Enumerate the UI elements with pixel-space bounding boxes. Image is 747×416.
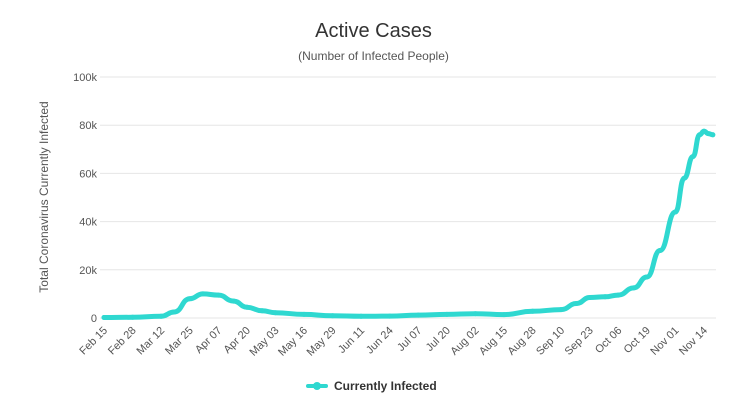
data-point [681,175,687,181]
x-tick-label: Oct 19 [622,325,653,356]
chart-title: Active Cases [315,20,432,42]
data-point [444,311,450,317]
data-point [602,294,608,300]
data-point [697,132,703,138]
data-point [657,248,663,253]
data-point [631,285,637,291]
legend[interactable]: Currently Infected [306,379,437,393]
data-point [501,312,507,318]
y-tick-label: 20k [79,265,97,277]
x-tick-label: Mar 12 [135,325,168,358]
x-tick-label: Aug 02 [448,325,481,358]
x-tick-label: Jun 24 [364,325,396,357]
x-tick-label: Jul 07 [395,325,424,354]
x-tick-label: May 03 [248,325,282,359]
data-point [387,313,393,319]
data-point [701,128,707,134]
x-tick-label: Feb 28 [106,325,139,358]
x-tick-label: Sep 23 [563,325,596,358]
data-point [705,131,711,137]
x-tick-label: Oct 06 [593,325,624,356]
series-layer [101,128,716,320]
y-tick-label: 60k [79,168,97,180]
data-point [187,296,193,302]
series-line-currently-infected [101,128,716,320]
x-tick-label: Apr 07 [193,325,224,356]
data-point [272,310,278,316]
data-point [690,154,696,159]
x-tick-label: Sep 10 [534,325,567,358]
data-point [587,295,593,300]
data-point [415,312,421,318]
x-tick-label: May 29 [305,325,339,359]
data-point [615,292,621,298]
x-tick-label: Aug 28 [506,325,539,358]
data-point [330,313,336,319]
data-point [231,298,237,304]
x-tick-label: Feb 15 [77,325,110,358]
data-point [530,308,536,314]
grid-layer [100,76,716,319]
data-point [574,301,579,306]
data-point [215,292,221,298]
x-tick-label: Nov 14 [677,325,710,358]
y-tick-label: 40k [79,217,97,229]
y-axis-ticks: 0 20k 40k 60k 80k 100k [73,72,97,325]
data-point [358,313,364,319]
x-tick-label: Jun 11 [336,325,367,356]
y-tick-label: 100k [73,72,97,84]
x-tick-label: May 16 [276,325,310,359]
data-point [171,309,177,315]
data-point [301,311,307,317]
data-point [558,307,564,313]
y-tick-label: 80k [79,120,97,132]
data-point [710,132,716,138]
x-tick-label: Mar 25 [163,325,196,358]
data-point [672,209,678,215]
data-point [101,315,107,320]
legend-swatch-icon [306,382,328,390]
data-point [472,311,478,317]
data-point [244,304,250,310]
data-point [158,313,164,319]
y-tick-label: 0 [91,313,97,325]
legend-label: Currently Infected [334,379,437,393]
data-point [200,291,206,297]
data-point [130,314,136,320]
data-point [644,274,650,280]
x-tick-label: Aug 15 [477,325,510,358]
x-tick-label: Nov 01 [648,325,681,358]
chart-subtitle: (Number of Infected People) [298,49,449,63]
y-axis-label: Total Coronavirus Currently Infected [37,101,51,292]
data-point [259,308,265,314]
